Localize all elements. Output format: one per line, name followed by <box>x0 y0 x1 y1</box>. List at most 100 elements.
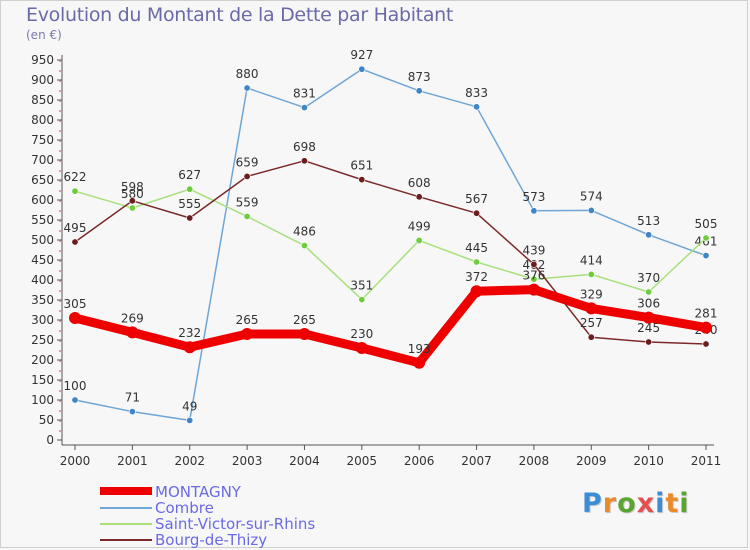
data-point <box>128 197 136 205</box>
series-line <box>74 188 707 301</box>
data-point <box>71 187 79 195</box>
legend-item-saint-victor: Saint-Victor-sur-Rhins <box>100 515 400 533</box>
data-point <box>700 321 712 334</box>
data-label: 257 <box>580 316 603 330</box>
data-point <box>71 238 79 246</box>
data-label: 305 <box>64 297 87 311</box>
legend-swatch <box>100 539 152 541</box>
data-point <box>585 302 598 315</box>
legend-item-montagny: MONTAGNY <box>100 483 400 501</box>
data-point <box>415 236 423 244</box>
data-label: 659 <box>236 155 259 169</box>
y-tick-label: 150 <box>31 373 54 387</box>
data-label: 351 <box>350 279 373 293</box>
logo-letter: r <box>602 488 618 519</box>
data-label: 651 <box>350 159 373 173</box>
data-label: 372 <box>465 270 488 284</box>
data-point <box>473 258 481 266</box>
logo-letter: o <box>617 488 637 519</box>
y-tick-label: 750 <box>31 133 54 147</box>
legend-label: Bourg-de-Thizy <box>155 531 268 549</box>
data-point <box>300 242 308 250</box>
data-point <box>128 408 136 416</box>
data-label: 513 <box>637 214 660 228</box>
data-point <box>69 312 81 324</box>
data-point <box>587 270 595 278</box>
data-point <box>415 87 423 95</box>
x-tick-label: 2008 <box>519 454 550 468</box>
y-tick-label: 650 <box>31 173 54 187</box>
data-label: 567 <box>465 192 488 206</box>
x-tick-label: 2000 <box>60 454 91 468</box>
data-point <box>243 84 251 92</box>
y-tick-label: 350 <box>31 293 54 307</box>
y-tick-label: 400 <box>31 273 54 287</box>
y-tick-label: 850 <box>31 93 54 107</box>
data-point <box>702 340 710 348</box>
data-point <box>126 326 139 339</box>
data-label: 306 <box>637 297 660 311</box>
series-line <box>74 68 707 422</box>
data-label: 505 <box>695 217 718 231</box>
y-tick-label: 0 <box>46 433 54 447</box>
legend-label: MONTAGNY <box>155 483 241 501</box>
data-point <box>702 252 710 260</box>
data-point <box>355 342 368 354</box>
data-point <box>530 275 538 283</box>
series-line <box>74 160 707 345</box>
data-point <box>473 209 481 217</box>
legend-label: Saint-Victor-sur-Rhins <box>155 515 316 533</box>
data-label: 574 <box>580 189 603 203</box>
data-point <box>186 416 194 424</box>
x-tick-label: 2005 <box>347 454 378 468</box>
data-label: 71 <box>125 391 140 405</box>
data-point <box>527 283 540 296</box>
data-point <box>300 157 308 165</box>
data-point <box>128 204 136 212</box>
data-point <box>71 396 79 404</box>
data-point <box>645 288 653 296</box>
data-label: 833 <box>465 86 488 100</box>
data-point <box>358 296 366 304</box>
data-label: 265 <box>293 313 316 327</box>
data-label: 414 <box>580 253 603 267</box>
y-tick-label: 900 <box>31 73 54 87</box>
data-label: 439 <box>522 243 545 257</box>
legend-item-bourg-de-thizy: Bourg-de-Thizy <box>100 531 400 549</box>
data-point <box>587 206 595 214</box>
y-tick-label: 800 <box>31 113 54 127</box>
chart-subtitle: (en €) <box>26 28 62 42</box>
data-label: 608 <box>408 176 431 190</box>
data-label: 831 <box>293 87 316 101</box>
x-tick-label: 2007 <box>461 454 492 468</box>
data-label: 329 <box>580 287 603 301</box>
y-tick-label: 950 <box>31 53 54 67</box>
data-label: 232 <box>178 326 201 340</box>
x-tick-label: 2010 <box>633 454 664 468</box>
x-tick-label: 2001 <box>117 454 148 468</box>
legend: MONTAGNY Combre Saint-Victor-sur-Rhins B… <box>100 483 400 549</box>
x-tick-label: 2003 <box>232 454 263 468</box>
data-point <box>241 328 254 340</box>
data-point <box>587 333 595 341</box>
data-label: 598 <box>121 180 144 194</box>
x-tick-label: 2011 <box>691 454 722 468</box>
data-point <box>645 231 653 239</box>
data-label: 230 <box>350 327 373 341</box>
data-point <box>186 214 194 222</box>
logo-letter: x <box>636 488 656 519</box>
data-point <box>470 285 483 298</box>
y-tick-label: 100 <box>31 393 54 407</box>
y-tick-label: 500 <box>31 233 54 247</box>
x-tick-label: 2009 <box>576 454 607 468</box>
data-point <box>298 328 311 340</box>
legend-label: Combre <box>155 499 214 517</box>
data-point <box>358 65 366 73</box>
data-label: 376 <box>522 269 545 283</box>
data-label: 281 <box>695 307 718 321</box>
data-point <box>642 311 655 324</box>
y-tick-label: 550 <box>31 213 54 227</box>
series-line <box>70 285 711 368</box>
data-point <box>243 212 251 220</box>
